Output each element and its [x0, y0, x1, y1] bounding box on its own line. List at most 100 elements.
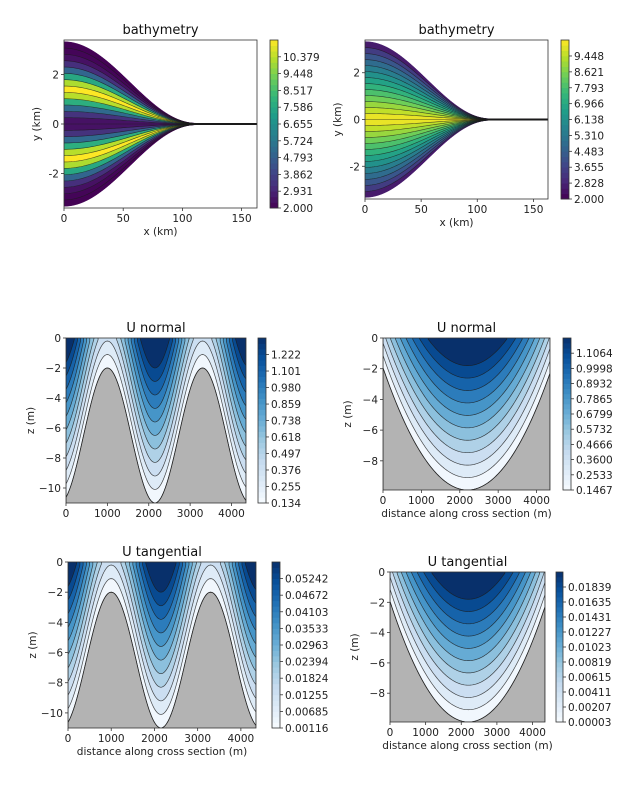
colorbar-segment [270, 62, 278, 69]
colorbar-segment [563, 368, 571, 374]
x-tick-label: 0 [63, 508, 70, 520]
colorbar-segment [563, 353, 571, 359]
colorbar-tick-label: 4.483 [574, 146, 604, 158]
colorbar-tick-label: 0.01839 [568, 582, 611, 594]
y-tick-label: −8 [48, 678, 63, 690]
colorbar-segment [561, 177, 569, 184]
colorbar-segment [272, 705, 280, 712]
colorbar-segment [270, 124, 278, 130]
x-axis-label: x (km) [439, 217, 473, 229]
colorbar-tick-label: 5.310 [574, 130, 604, 142]
colorbar-segment [272, 645, 280, 651]
colorbar-segment [561, 103, 569, 110]
axes-frame [65, 337, 247, 504]
contour-line [64, 47, 257, 124]
colorbar-segment [270, 40, 278, 46]
colorbar-segment [270, 129, 278, 136]
colorbar-tick-label: 1.222 [271, 350, 301, 362]
y-tick-label: −4 [363, 394, 379, 406]
colorbar-segment [561, 93, 569, 99]
axes-frame [67, 561, 257, 729]
colorbar-segment [272, 606, 280, 613]
subplot-5: U tangential 0 1000 2000 3000 4000 −10 −8 −6 −4 −2… [27, 545, 329, 758]
colorbar-segment [563, 429, 571, 435]
colorbar-segment [563, 363, 571, 369]
x-tick-label: 4000 [218, 508, 245, 520]
colorbar-segment [561, 161, 569, 168]
colorbar-segment [563, 408, 571, 415]
colorbar-segment [563, 338, 571, 344]
x-tick-label: 0 [362, 204, 369, 216]
colorbar-tick-label: 0.376 [271, 465, 301, 477]
colorbar-segment [563, 464, 571, 471]
colorbar-segment [272, 656, 280, 662]
colorbar-tick-label: 0.01227 [568, 627, 611, 639]
subplot-2: bathymetry 0 50 100 150 -2 0 2 x (km) y (km) 2.000… [332, 23, 604, 229]
x-tick-label: 50 [117, 213, 130, 225]
colorbar-segment [556, 667, 563, 673]
x-tick-label: 0 [387, 727, 394, 739]
x-tick-label: 2000 [141, 733, 168, 745]
y-tick-label: 0 [54, 333, 61, 345]
colorbar-tick-label: 0.9998 [576, 363, 613, 375]
colorbar-tick-label: 0.5732 [576, 424, 613, 436]
contour-field [64, 40, 257, 208]
colorbar-segment [556, 602, 563, 608]
colorbar-segment [258, 431, 266, 438]
y-tick-label: −6 [46, 423, 62, 435]
colorbar-segment [258, 470, 266, 476]
contour-level [68, 562, 77, 587]
colorbar-segment [258, 464, 266, 471]
colorbar-segment [563, 343, 571, 349]
contour-line [365, 47, 548, 120]
colorbar-segment [272, 578, 280, 585]
colorbar-segment [270, 101, 278, 108]
contour-level [140, 338, 170, 369]
colorbar-tick-label: 8.621 [574, 67, 604, 79]
colorbar-segment [270, 174, 278, 181]
colorbar-segment [270, 146, 278, 153]
colorbar-tick-label: 2.000 [574, 194, 604, 206]
colorbar-segment [556, 677, 563, 683]
colorbar-segment [556, 682, 563, 688]
colorbar-segment [258, 338, 266, 344]
colorbar-segment [563, 449, 571, 455]
y-tick-label: -2 [350, 161, 360, 173]
colorbar-segment [561, 40, 569, 46]
y-tick-label: 0 [371, 333, 378, 345]
colorbar-segment [563, 439, 571, 445]
x-tick-label: 1000 [412, 727, 439, 739]
colorbar-segment [563, 383, 571, 390]
colorbar-tick-label: 0.3600 [576, 455, 613, 467]
colorbar-tick-label: 0.00207 [568, 702, 611, 714]
y-tick-label: −2 [48, 587, 63, 599]
colorbar-segment [258, 404, 266, 410]
colorbar-segment [556, 592, 563, 598]
colorbar-segment [270, 84, 278, 91]
colorbar-segment [556, 717, 563, 723]
subplot-title: bathymetry [418, 23, 494, 38]
colorbar-segment [272, 694, 280, 701]
colorbar-segment [563, 469, 571, 476]
colorbar-tick-label: 0.6799 [576, 409, 613, 421]
colorbar: 0.1467 0.2533 0.3600 0.4666 0.5732 0.6799 0.78… [562, 337, 613, 497]
x-axis-label: distance along cross section (m) [381, 508, 551, 520]
colorbar-segment [561, 167, 569, 173]
colorbar-segment [272, 711, 280, 718]
y-tick-label: 0 [52, 119, 59, 131]
colorbar-tick-label: 10.379 [283, 52, 320, 64]
y-tick-label: 0 [378, 567, 385, 579]
colorbar-segment [270, 45, 278, 52]
colorbar-tick-label: 0.01824 [285, 673, 329, 685]
x-tick-label: 100 [467, 204, 487, 216]
subplot-title: U tangential [428, 555, 508, 570]
colorbar-segment [556, 637, 563, 643]
colorbar-tick-label: 0.01635 [568, 597, 611, 609]
colorbar-segment [272, 584, 280, 591]
colorbar-segment [272, 573, 280, 579]
colorbar-tick-label: 0.03533 [285, 623, 328, 635]
colorbar-segment [563, 403, 571, 410]
subplot-title: U tangential [122, 545, 202, 560]
colorbar-segment [270, 185, 278, 192]
colorbar-segment [561, 172, 569, 179]
